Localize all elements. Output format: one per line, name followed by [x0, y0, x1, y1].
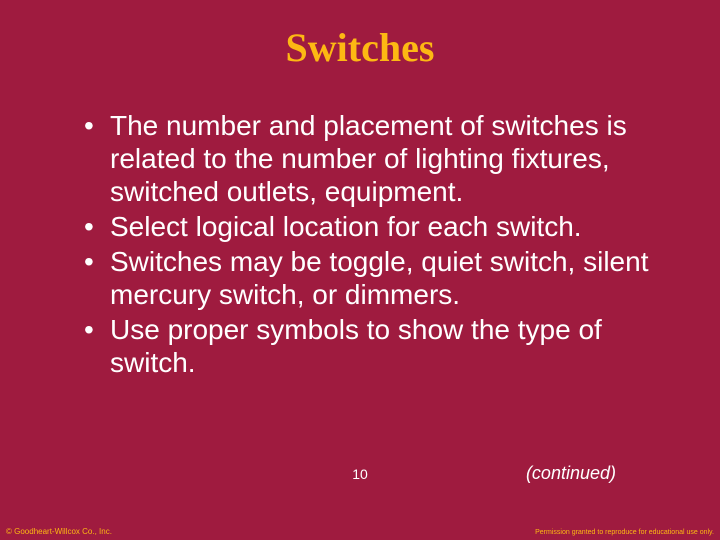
- slide: Switches The number and placement of swi…: [0, 0, 720, 540]
- list-item: Select logical location for each switch.: [80, 210, 650, 243]
- list-item: The number and placement of switches is …: [80, 109, 650, 208]
- list-item: Switches may be toggle, quiet switch, si…: [80, 245, 650, 311]
- list-item: Use proper symbols to show the type of s…: [80, 313, 650, 379]
- footer-permission: Permission granted to reproduce for educ…: [535, 529, 714, 536]
- footer: © Goodheart-Willcox Co., Inc. Permission…: [0, 520, 720, 540]
- slide-title: Switches: [0, 24, 720, 71]
- continued-label: (continued): [526, 463, 616, 484]
- bullet-list: The number and placement of switches is …: [80, 109, 650, 379]
- footer-copyright: © Goodheart-Willcox Co., Inc.: [6, 527, 112, 536]
